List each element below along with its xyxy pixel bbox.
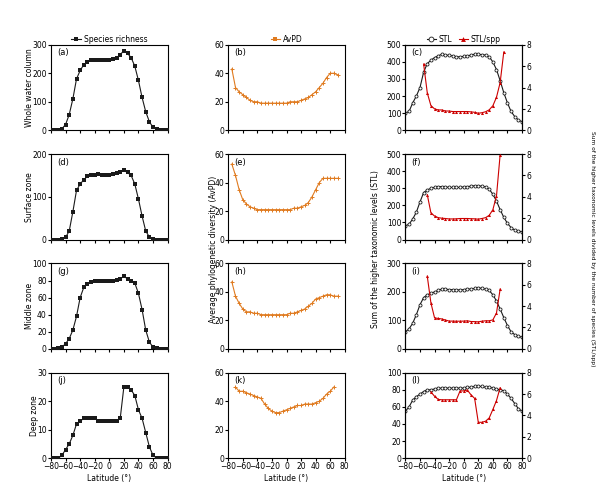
Text: Sum of the higher taxonomic levels (STL): Sum of the higher taxonomic levels (STL) — [371, 170, 380, 328]
X-axis label: Latitude (°): Latitude (°) — [87, 474, 131, 483]
Legend: AvPD: AvPD — [271, 35, 302, 44]
Text: (j): (j) — [57, 376, 66, 385]
Text: (f): (f) — [411, 157, 421, 166]
Text: (i): (i) — [411, 267, 420, 276]
Text: (h): (h) — [234, 267, 246, 276]
Y-axis label: Whole water column: Whole water column — [25, 48, 34, 127]
Y-axis label: Deep zone: Deep zone — [30, 395, 39, 436]
Legend: Species richness: Species richness — [71, 35, 147, 44]
Text: (b): (b) — [234, 48, 246, 57]
X-axis label: Latitude (°): Latitude (°) — [265, 474, 308, 483]
Y-axis label: Middle zone: Middle zone — [25, 283, 34, 329]
Text: (a): (a) — [57, 48, 68, 57]
Legend: STL, STL/spp: STL, STL/spp — [427, 35, 501, 44]
X-axis label: Latitude (°): Latitude (°) — [442, 474, 486, 483]
Text: (c): (c) — [411, 48, 422, 57]
Text: Sum of the higher taxonomic levels divided by the number of species (STL/spp): Sum of the higher taxonomic levels divid… — [590, 131, 595, 367]
Y-axis label: Surface zone: Surface zone — [25, 172, 34, 222]
Text: (d): (d) — [57, 157, 69, 166]
Text: (e): (e) — [234, 157, 246, 166]
Text: (g): (g) — [57, 267, 69, 276]
Text: (l): (l) — [411, 376, 420, 385]
Text: (k): (k) — [234, 376, 245, 385]
Text: Average phylogenetic diversity (AvPD): Average phylogenetic diversity (AvPD) — [209, 175, 218, 323]
